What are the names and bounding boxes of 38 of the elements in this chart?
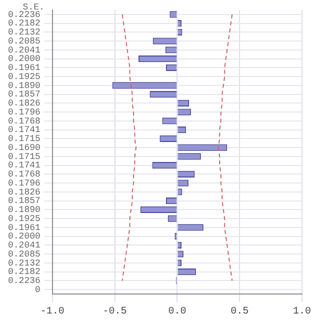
x-tick-label: -1.0 [40, 306, 64, 318]
y-tick-label: 0.2000 [8, 54, 40, 64]
y-tick-label: 0.1826 [8, 98, 40, 109]
y-tick-label: 0.1961 [8, 222, 40, 233]
y-tick-label: 0.1715 [8, 134, 40, 144]
y-tick-label: 0.1768 [8, 116, 40, 126]
y-tick-label: 0.2236 [8, 276, 40, 286]
y-tick-label: 0.1768 [8, 170, 40, 180]
y-tick-label: 0.2236 [8, 10, 40, 20]
y-tick-label: 0.2182 [8, 267, 40, 278]
y-tick-label: 0.1741 [8, 125, 40, 136]
y-tick-label: 0.1857 [8, 90, 40, 100]
y-tick-label: 0.2041 [8, 45, 40, 56]
y-tick-label: 0.1857 [8, 196, 40, 206]
y-tick-label: 0.1925 [8, 72, 40, 82]
y-tick-label: 0.2000 [8, 232, 40, 242]
x-tick-label: 0.5 [230, 306, 249, 318]
y-tick-label: 0.1741 [8, 160, 40, 171]
y-tick-label: 0.1890 [8, 205, 40, 216]
y-tick-label: 0.1961 [8, 63, 40, 74]
x-tick-label: -0.5 [102, 306, 127, 318]
y-tick-label: 0.2085 [8, 249, 40, 260]
y-tick-label: 0.2041 [8, 240, 40, 251]
y-tick-label: 0.2132 [8, 258, 40, 268]
y-tick-label: 0.2132 [8, 28, 40, 38]
y-tick-label: 0.2182 [8, 18, 40, 29]
y-tick-label: 0.1715 [8, 152, 40, 162]
y-tick-label: 0.1826 [8, 187, 40, 198]
y-tick-label: 0.1890 [8, 80, 40, 91]
y-axis-title: S.E. [22, 2, 44, 12]
y-tick-label: 0.2085 [8, 36, 40, 46]
y-tick-label: 0 [35, 284, 40, 295]
x-tick-label: 1.0 [292, 306, 312, 318]
y-tick-label: 0.1925 [8, 214, 40, 224]
y-tick-label: 0.1796 [8, 107, 40, 118]
y-tick-label: 0.1796 [8, 178, 40, 188]
y-tick-label: 0.1690 [8, 142, 40, 153]
x-tick-label: 0.0 [168, 306, 186, 318]
